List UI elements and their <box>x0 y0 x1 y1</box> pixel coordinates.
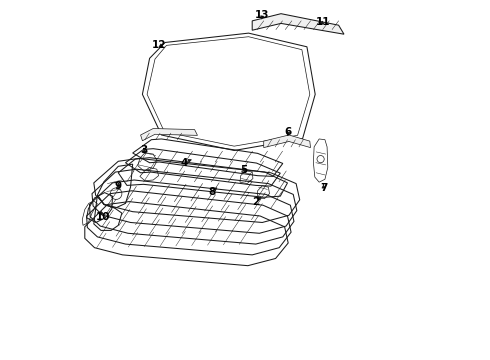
Polygon shape <box>141 129 197 141</box>
Text: 10: 10 <box>96 212 110 222</box>
Text: 11: 11 <box>316 17 331 27</box>
Polygon shape <box>264 135 311 148</box>
Text: 13: 13 <box>255 10 270 20</box>
Text: 7: 7 <box>320 183 327 193</box>
Text: 8: 8 <box>208 186 216 197</box>
Text: 2: 2 <box>252 197 259 207</box>
Text: 5: 5 <box>241 165 248 175</box>
Text: 4: 4 <box>180 158 188 168</box>
Text: 3: 3 <box>140 145 147 156</box>
Text: 9: 9 <box>115 181 122 192</box>
Polygon shape <box>252 14 344 34</box>
Text: 12: 12 <box>152 40 167 50</box>
Text: 6: 6 <box>285 127 292 138</box>
